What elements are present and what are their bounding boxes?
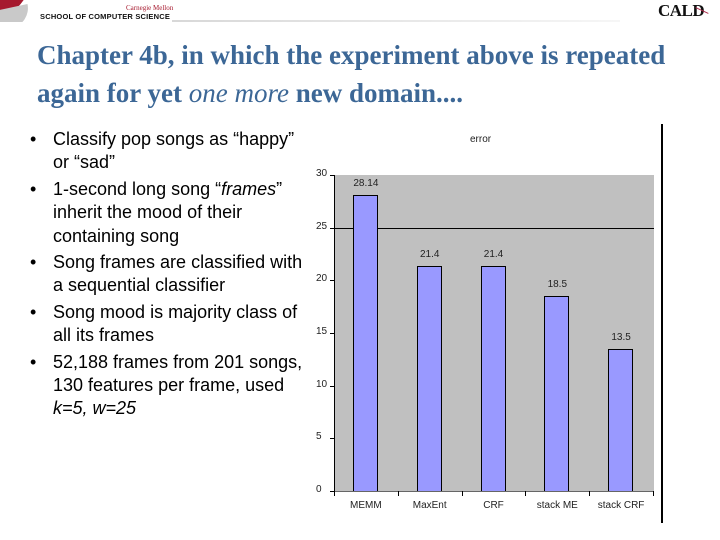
y-tick-label: 25 bbox=[316, 220, 328, 232]
y-tick-mark bbox=[330, 491, 334, 492]
y-tick-mark bbox=[330, 175, 334, 176]
y-tick-mark bbox=[330, 280, 334, 282]
title-part1: Chapter 4b, in which the experiment abov… bbox=[37, 40, 666, 108]
bullet-item: • 52,188 frames from 201 songs, 130 featu… bbox=[30, 351, 305, 421]
bar-value-label: 13.5 bbox=[611, 331, 631, 343]
x-category-label: stack ME bbox=[536, 500, 578, 511]
cmu-header-swoosh bbox=[0, 0, 40, 22]
x-tick-mark bbox=[653, 491, 654, 496]
slide-title: Chapter 4b, in which the experiment abov… bbox=[37, 36, 717, 112]
x-tick-mark bbox=[525, 491, 527, 496]
y-tick-mark bbox=[330, 438, 334, 440]
x-category-label: MEMM bbox=[350, 500, 382, 511]
x-axis-line bbox=[334, 491, 654, 492]
bullet-emphasis: frames bbox=[221, 178, 277, 199]
y-tick-label: 10 bbox=[316, 378, 328, 390]
cmu-logo: Carnegie Mellon bbox=[126, 4, 174, 12]
y-tick-label: 15 bbox=[316, 326, 328, 337]
x-category-label: stack CRF bbox=[597, 500, 645, 511]
title-part2: new domain.... bbox=[288, 78, 463, 108]
bar-value-label: 28.14 bbox=[353, 177, 379, 189]
bullet-text: Song frames are classified with a sequen… bbox=[53, 252, 303, 296]
x-category-label: CRF bbox=[483, 500, 504, 511]
bullet-item: • Classify pop songs as “happy” or “sad” bbox=[30, 128, 305, 175]
gridline-25 bbox=[334, 227, 654, 229]
x-tick-mark bbox=[461, 491, 463, 496]
bullet-text: Classify pop songs as “happy” or “sad” bbox=[53, 129, 295, 173]
chart-frame-line bbox=[661, 124, 663, 523]
x-tick-mark bbox=[334, 491, 335, 496]
x-tick-mark bbox=[397, 491, 399, 496]
y-tick-label: 0 bbox=[316, 484, 322, 495]
bullet-icon: • bbox=[30, 351, 37, 372]
header-divider bbox=[172, 20, 620, 22]
y-tick-mark bbox=[330, 333, 334, 334]
bullet-icon: • bbox=[30, 301, 37, 322]
bullet-text: 52,188 frames from 201 songs, 130 featur… bbox=[53, 351, 303, 396]
bullet-icon: • bbox=[30, 178, 37, 199]
bar-value-label: 21.4 bbox=[483, 248, 504, 260]
x-category-label: MaxEnt bbox=[412, 500, 447, 511]
y-tick-label: 5 bbox=[316, 431, 322, 443]
bar-stack-crf bbox=[608, 348, 634, 491]
bar-value-label: 21.4 bbox=[419, 248, 440, 260]
bar-stack-me bbox=[544, 296, 570, 491]
y-tick-mark bbox=[330, 385, 334, 387]
bullet-list: • Classify pop songs as “happy” or “sad” •… bbox=[30, 128, 305, 424]
bullet-text: ” inherit the mood of their containing s… bbox=[53, 178, 283, 246]
bar-maxent bbox=[416, 265, 442, 491]
title-emphasis: one more bbox=[188, 78, 289, 108]
bullet-text: Song mood is majority class of all its f… bbox=[53, 301, 298, 346]
x-tick-mark bbox=[589, 491, 591, 496]
bullet-icon: • bbox=[30, 252, 37, 273]
bar-crf bbox=[480, 265, 506, 491]
cald-logo: CALD bbox=[658, 1, 705, 20]
bullet-icon: • bbox=[30, 129, 37, 149]
y-tick-label: 20 bbox=[316, 273, 328, 285]
bullet-text: 1-second long song “ bbox=[53, 178, 222, 199]
y-tick-mark bbox=[330, 227, 334, 229]
bullet-item: • Song mood is majority class of all its … bbox=[30, 301, 305, 348]
chart-title: error bbox=[470, 134, 492, 145]
bullet-emphasis: k=5, w=25 bbox=[53, 398, 137, 419]
bullet-item: • 1-second long song “frames” inherit the… bbox=[30, 178, 305, 248]
bar-memm bbox=[352, 194, 378, 491]
bullet-item: • Song frames are classified with a seque… bbox=[30, 251, 305, 298]
bar-value-label: 18.5 bbox=[547, 279, 568, 291]
school-name: SCHOOL OF COMPUTER SCIENCE bbox=[40, 12, 171, 21]
y-tick-label: 30 bbox=[316, 168, 328, 179]
